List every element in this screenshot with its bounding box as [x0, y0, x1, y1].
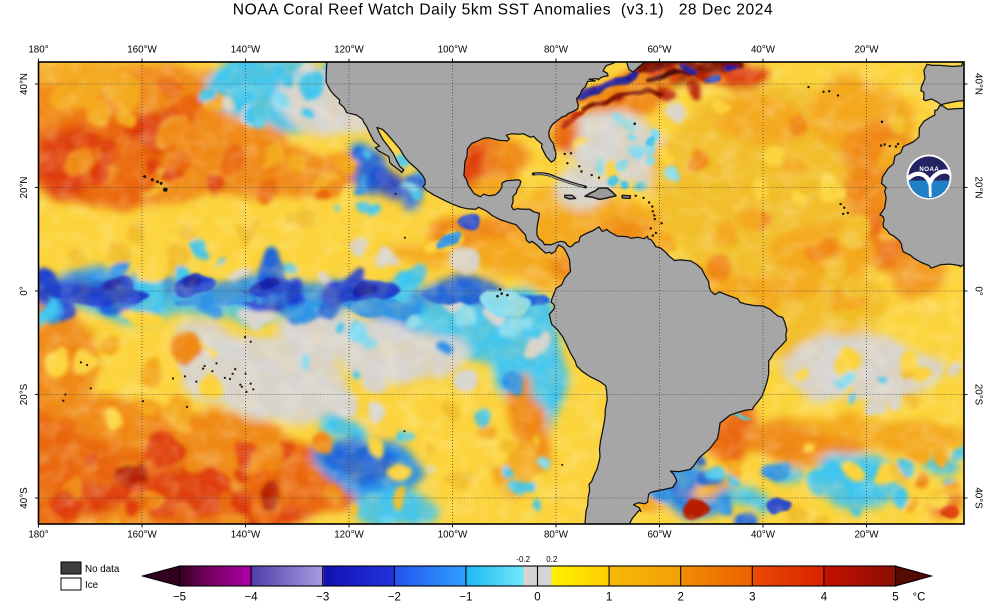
svg-text:100°W: 100°W	[438, 45, 468, 56]
svg-text:1: 1	[606, 592, 612, 604]
svg-text:−4: −4	[245, 592, 259, 604]
svg-text:−5: −5	[173, 592, 186, 604]
svg-text:140°W: 140°W	[231, 530, 261, 541]
svg-text:40°S: 40°S	[19, 487, 30, 509]
svg-text:20°S: 20°S	[19, 383, 30, 405]
svg-text:100°W: 100°W	[438, 530, 468, 541]
svg-text:60°W: 60°W	[647, 45, 672, 56]
svg-text:40°W: 40°W	[751, 45, 776, 56]
svg-text:20°S: 20°S	[973, 384, 984, 406]
svg-text:°C: °C	[913, 592, 926, 604]
svg-text:20°W: 20°W	[854, 530, 879, 541]
svg-text:40°N: 40°N	[19, 73, 30, 95]
svg-text:3: 3	[749, 592, 755, 604]
svg-text:0.2: 0.2	[546, 555, 558, 564]
svg-text:60°W: 60°W	[647, 530, 672, 541]
svg-text:Ice: Ice	[85, 580, 99, 591]
svg-text:160°W: 160°W	[127, 530, 157, 541]
svg-text:-0.2: -0.2	[516, 555, 530, 564]
svg-text:180°: 180°	[28, 45, 48, 56]
svg-text:20°N: 20°N	[973, 177, 984, 199]
svg-text:140°W: 140°W	[231, 45, 261, 56]
svg-text:NOAA: NOAA	[919, 166, 939, 173]
svg-text:−1: −1	[459, 592, 472, 604]
svg-text:20°N: 20°N	[19, 177, 30, 199]
svg-text:20°W: 20°W	[854, 45, 879, 56]
svg-text:160°W: 160°W	[127, 45, 157, 56]
svg-text:80°W: 80°W	[544, 530, 569, 541]
svg-text:5: 5	[892, 592, 898, 604]
svg-text:40°W: 40°W	[751, 530, 776, 541]
svg-text:80°W: 80°W	[544, 45, 569, 56]
svg-text:0°: 0°	[19, 286, 30, 295]
svg-text:−3: −3	[316, 592, 329, 604]
svg-text:No data: No data	[85, 564, 120, 575]
svg-text:NOAA Coral Reef Watch Daily 5k: NOAA Coral Reef Watch Daily 5km SST Anom…	[233, 2, 773, 19]
svg-text:120°W: 120°W	[334, 530, 364, 541]
svg-text:40°N: 40°N	[973, 73, 984, 95]
svg-text:40°S: 40°S	[973, 487, 984, 509]
svg-text:0: 0	[534, 592, 540, 604]
svg-text:2: 2	[677, 592, 683, 604]
svg-text:120°W: 120°W	[334, 45, 364, 56]
svg-text:180°: 180°	[28, 530, 48, 541]
svg-text:0°: 0°	[973, 286, 984, 295]
svg-text:4: 4	[821, 592, 828, 604]
svg-text:−2: −2	[388, 592, 401, 604]
